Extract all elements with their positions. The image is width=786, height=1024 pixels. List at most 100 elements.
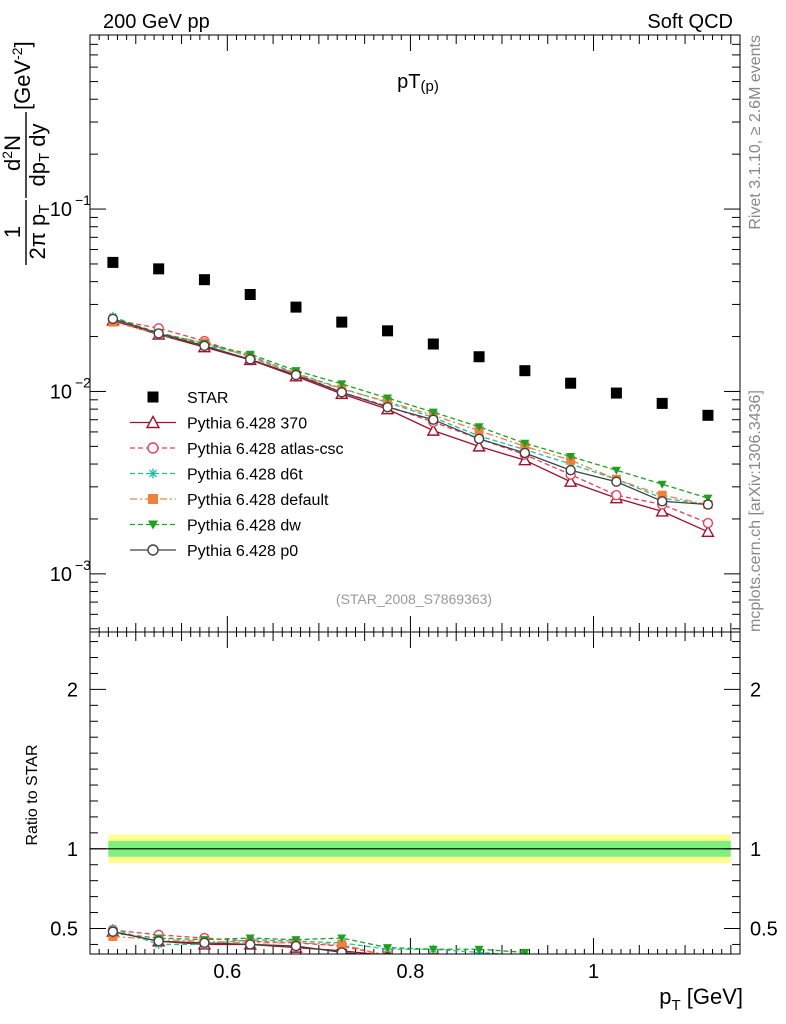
main-ylabel: 1 2π pT d2N dpT dy [GeV-2]	[0, 41, 53, 265]
data-point	[244, 289, 256, 301]
data-point	[655, 504, 669, 517]
series-pythia-6-428-p0	[107, 313, 714, 510]
main-panel: 10−310−210−1 pT(p) (STAR_2008_S7869363) …	[0, 34, 741, 633]
ratio-point	[245, 939, 256, 950]
main-ytick-exponent: −3	[75, 557, 91, 573]
ratio-point	[290, 940, 302, 952]
data-point	[107, 256, 119, 268]
ratio-ytick-label-left: 0.5	[50, 918, 78, 940]
data-point	[426, 423, 440, 436]
legend-label: Pythia 6.428 370	[187, 416, 307, 433]
legend-entry: STAR	[147, 390, 228, 407]
legend-label: Pythia 6.428 atlas-csc	[187, 441, 344, 458]
data-point	[702, 499, 714, 510]
data-point	[198, 274, 210, 286]
ratio-point	[291, 936, 301, 945]
data-point	[657, 480, 667, 489]
data-point	[107, 313, 119, 325]
svg-text:dpT dy: dpT dy	[25, 123, 53, 186]
ratio-line	[112, 929, 384, 954]
xtick-label: 0.6	[213, 961, 241, 983]
data-point	[611, 489, 622, 501]
legend-label: Pythia 6.428 default	[187, 492, 329, 509]
main-ticks: 10−310−210−1	[50, 34, 741, 632]
ratio-point	[431, 953, 436, 954]
ratio-point	[475, 957, 484, 966]
rivet-label: Rivet 3.1.10, ≥ 2.6M events	[747, 35, 764, 230]
ratio-point	[520, 956, 529, 965]
data-point	[703, 494, 713, 503]
data-point	[337, 380, 347, 389]
ratio-point	[432, 953, 434, 954]
legend-entry: Pythia 6.428 default	[130, 492, 329, 509]
ratio-panel: 0.5 0.5 1 1 2 2 0.6 0.8 1 Ratio to STAR pT [GeV]	[24, 631, 778, 1014]
main-ytick-label: 10	[50, 199, 72, 221]
legend-entry: Pythia 6.428 370	[130, 415, 307, 433]
data-point	[290, 369, 302, 381]
data-point	[474, 423, 484, 432]
analysis-label: (STAR_2008_S7869363)	[336, 591, 492, 607]
data-point	[199, 340, 210, 351]
legend-label: Pythia 6.428 d6t	[187, 467, 303, 484]
main-ytick-exponent: −1	[75, 192, 91, 208]
ratio-point	[337, 934, 347, 943]
ratio-point	[474, 958, 485, 968]
xtick-label: 0.8	[397, 961, 425, 983]
ratio-ylabel: Ratio to STAR	[24, 744, 41, 845]
legend-marker	[148, 494, 158, 504]
data-point	[473, 351, 485, 363]
legend: STAR Pythia 6.428 370 Pythia 6.428 atlas-c…	[130, 390, 344, 560]
data-point	[657, 490, 667, 500]
ratio-point	[337, 939, 347, 949]
header-left: 200 GeV pp	[103, 11, 210, 33]
legend-label: Pythia 6.428 p0	[187, 543, 298, 560]
ratio-ytick-label-right: 1	[750, 839, 761, 861]
x-axis-label: pT [GeV]	[659, 984, 743, 1014]
data-point	[519, 365, 531, 377]
legend-marker	[147, 544, 159, 556]
svg-text:d2N: d2N	[0, 135, 25, 171]
data-point	[565, 465, 576, 476]
ratio-series	[106, 923, 530, 968]
ratio-ytick-label-left: 1	[67, 839, 78, 861]
data-point	[566, 452, 576, 461]
header-right: Soft QCD	[647, 11, 733, 33]
data-point	[382, 401, 393, 413]
legend-entry: Pythia 6.428 dw	[130, 518, 301, 535]
data-point	[290, 301, 302, 313]
ratio-line	[112, 932, 525, 954]
ratio-point	[520, 959, 529, 968]
data-point	[702, 409, 714, 421]
data-point	[427, 338, 439, 350]
data-point	[383, 394, 393, 403]
ratio-bands	[90, 834, 740, 864]
ratio-line	[112, 931, 364, 954]
ratio-series-pythia-6-428-p0	[107, 926, 529, 968]
data-point	[563, 474, 578, 487]
ratio-point	[153, 936, 164, 947]
data-point	[656, 496, 668, 507]
ratio-point	[520, 948, 530, 954]
data-point	[428, 408, 438, 417]
data-point	[520, 439, 530, 448]
xtick-label: 1	[588, 961, 599, 983]
data-point	[336, 387, 347, 398]
ratio-point	[383, 944, 393, 953]
svg-text:[GeV-2]: [GeV-2]	[9, 41, 35, 110]
ratio-line	[112, 927, 512, 954]
data-point	[702, 517, 714, 529]
ratio-ytick-label-right: 2	[750, 679, 761, 701]
main-ytick-label: 10	[50, 381, 72, 403]
legend-marker	[145, 415, 161, 429]
ratio-ticks: 0.5 0.5 1 1 2 2 0.6 0.8 1	[50, 632, 778, 983]
data-point	[611, 466, 621, 475]
data-point	[336, 316, 348, 328]
ratio-point	[474, 945, 484, 954]
ratio-point	[520, 957, 529, 966]
ratio-point	[245, 934, 255, 943]
data-point	[153, 328, 164, 339]
legend-marker	[147, 442, 159, 454]
main-title: pT(p)	[397, 71, 439, 95]
ratio-line	[112, 935, 384, 954]
